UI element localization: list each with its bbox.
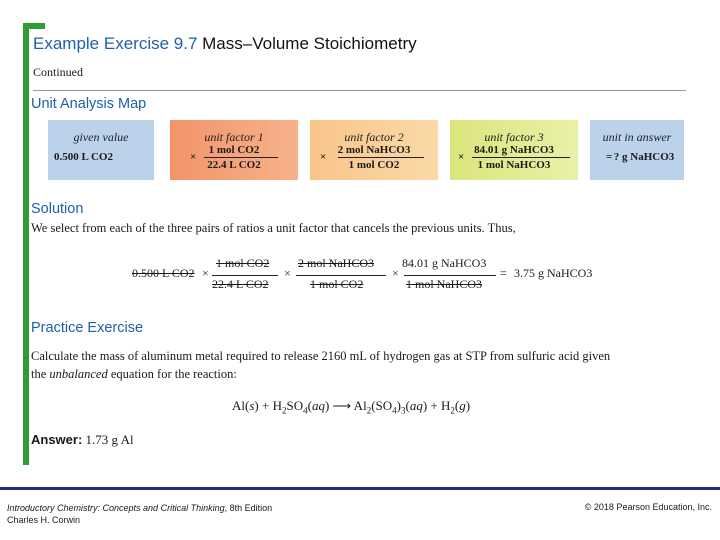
calc-f2-den: 1 mol CO2 (310, 277, 364, 291)
footer-author: Charles H. Corwin (7, 515, 81, 525)
unit-factor-2-denominator: 1 mol CO2 (348, 159, 400, 171)
footer-book-title: Introductory Chemistry: Concepts and Cri… (7, 503, 225, 513)
page-title: Example Exercise 9.7 Mass–Volume Stoichi… (33, 34, 417, 54)
unit-factor-1-denominator: 22.4 L CO2 (207, 159, 261, 171)
practice-text-line-2: the unbalanced equation for the reaction… (31, 367, 237, 381)
calc-fraction-bar-1 (212, 275, 278, 276)
reaction-equation: Al(s) + H2SO4(aq) ⟶ Al2(SO4)3(aq) + H2(g… (232, 398, 471, 416)
calc-given: 0.500 L CO2 (132, 266, 195, 280)
calc-fraction-bar-2 (296, 275, 386, 276)
fraction-bar (338, 157, 424, 158)
green-bracket-vertical (23, 23, 29, 465)
fraction-bar (204, 157, 278, 158)
calc-fraction-bar-3 (404, 275, 496, 276)
solution-heading: Solution (31, 201, 84, 217)
calc-times-1: × (202, 266, 209, 280)
unit-map-heading: Unit Analysis Map (31, 96, 147, 112)
calc-times-3: × (392, 266, 399, 280)
unit-factor-1-numerator: 1 mol CO2 (208, 144, 260, 156)
given-value-text: 0.500 L CO2 (54, 151, 113, 163)
practice-text: Calculate the mass of aluminum metal req… (31, 347, 711, 383)
header-divider (33, 90, 686, 91)
given-value-label: given value (73, 130, 129, 144)
unit-factor-2-box: unit factor 2 2 mol NaHCO3 1 mol CO2 (310, 120, 438, 180)
unit-factor-3-label: unit factor 3 (484, 130, 544, 144)
unit-analysis-map: given value 0.500 L CO2 × unit factor 1 … (48, 120, 684, 180)
calc-f3-den: 1 mol NaHCO3 (406, 277, 482, 291)
continued-label: Continued (33, 65, 83, 79)
unit-factor-3-denominator: 1 mol NaHCO3 (477, 159, 551, 171)
equals-operator: = (606, 151, 613, 163)
calc-f3-num: 84.01 g NaHCO3 (402, 256, 487, 270)
unit-in-answer-box: unit in answer ? g NaHCO3 (590, 120, 684, 180)
calc-f1-num: 1 mol CO2 (216, 256, 270, 270)
footer-copyright: © 2018 Pearson Education, Inc. (584, 502, 712, 512)
times-operator-3: × (458, 151, 465, 163)
unit-factor-1-label: unit factor 1 (204, 130, 264, 144)
calc-equals: = (500, 266, 507, 280)
unit-factor-2-numerator: 2 mol NaHCO3 (337, 144, 411, 156)
footer-citation: Introductory Chemistry: Concepts and Cri… (7, 502, 272, 526)
unit-in-answer-label: unit in answer (602, 130, 672, 144)
practice-text-line-1: Calculate the mass of aluminum metal req… (31, 349, 611, 363)
solution-equation: 0.500 L CO2 × 1 mol CO2 22.4 L CO2 × 2 m… (132, 254, 612, 298)
calc-times-2: × (284, 266, 291, 280)
solution-text: We select from each of the three pairs o… (31, 221, 516, 235)
unit-factor-2-label: unit factor 2 (344, 130, 404, 144)
given-value-box: given value 0.500 L CO2 (48, 120, 154, 180)
answer-value: 1.73 g Al (85, 432, 134, 447)
calc-result: 3.75 g NaHCO3 (514, 266, 593, 280)
unit-in-answer-text: ? g NaHCO3 (613, 151, 675, 163)
green-bracket-top (23, 23, 45, 29)
calc-f1-den: 22.4 L CO2 (212, 277, 269, 291)
footer-edition: , 8th Edition (224, 503, 273, 513)
unit-factor-1-box: unit factor 1 1 mol CO2 22.4 L CO2 (170, 120, 298, 180)
practice-heading: Practice Exercise (31, 320, 144, 336)
answer-label: Answer: (31, 432, 83, 447)
title-topic: Mass–Volume Stoichiometry (202, 34, 417, 53)
title-example-number: Example Exercise 9.7 (33, 34, 198, 53)
practice-answer: Answer: 1.73 g Al (31, 432, 134, 448)
footer-divider (0, 487, 720, 490)
fraction-bar (472, 157, 570, 158)
times-operator-1: × (190, 151, 197, 163)
times-operator-2: × (320, 151, 327, 163)
calc-f2-num: 2 mol NaHCO3 (298, 256, 374, 270)
unit-factor-3-numerator: 84.01 g NaHCO3 (474, 144, 554, 156)
unit-factor-3-box: unit factor 3 84.01 g NaHCO3 1 mol NaHCO… (450, 120, 578, 180)
